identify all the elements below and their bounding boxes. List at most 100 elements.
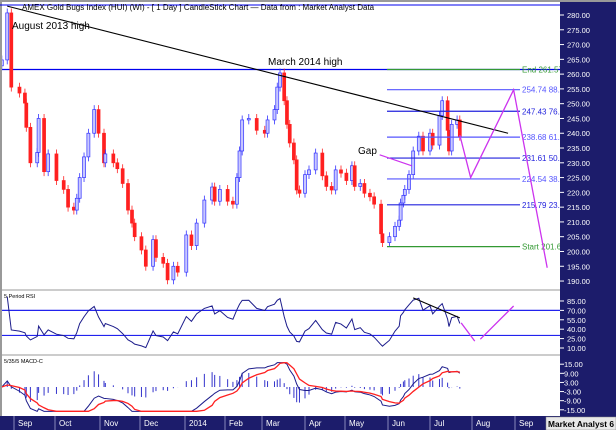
candle	[202, 195, 207, 228]
candle-body	[297, 189, 302, 194]
candle	[42, 114, 46, 177]
candle	[115, 158, 120, 174]
candle-body	[421, 135, 425, 152]
candle	[421, 131, 425, 156]
candle	[61, 176, 66, 194]
candle	[36, 114, 41, 157]
price-tick-label: 265.00	[567, 55, 590, 64]
candle	[66, 184, 70, 212]
annotation-gap: Gap	[358, 146, 377, 157]
candle	[5, 8, 10, 65]
candle-body	[240, 119, 245, 152]
fib-label: 238.68 61.8%	[522, 133, 571, 142]
price-tick-label: 195.00	[567, 262, 590, 271]
candle-body	[235, 177, 239, 205]
candle	[82, 152, 86, 183]
candle	[9, 8, 14, 92]
fib-label: End 261.57	[522, 65, 563, 74]
candle	[171, 261, 176, 285]
rsi-panel	[0, 296, 560, 349]
candle-body	[358, 183, 363, 187]
candle-body	[287, 124, 292, 144]
rsi-tick-label: 25.00	[567, 335, 586, 344]
candle-body	[165, 262, 170, 281]
candle	[437, 111, 442, 150]
candle-body	[307, 169, 311, 175]
candle-body	[265, 119, 270, 134]
candle-body	[344, 172, 349, 181]
candle	[126, 179, 130, 215]
candle	[362, 179, 367, 198]
time-tick-label: Dec	[144, 419, 158, 428]
candle	[339, 165, 343, 178]
price-tick-label: 270.00	[567, 41, 590, 50]
price-tick-label: 260.00	[567, 70, 590, 79]
price-tick-label: 240.00	[567, 129, 590, 138]
candle	[416, 131, 421, 156]
candle-body	[430, 132, 435, 146]
price-tick-label: 280.00	[567, 11, 590, 20]
candle-body	[130, 209, 134, 224]
time-axis[interactable]	[0, 416, 616, 430]
candle-body	[132, 222, 137, 238]
candle-body	[324, 175, 329, 187]
rsi-projection	[460, 322, 476, 342]
candle	[240, 115, 245, 156]
time-tick-label: Apr	[309, 419, 322, 428]
fib-label: 224.54 38.2%	[522, 175, 571, 184]
candle-body	[329, 186, 334, 191]
price-tick-label: 200.00	[567, 247, 590, 256]
rsi-trendline	[412, 297, 461, 319]
price-tick-label: 220.00	[567, 188, 590, 197]
price-tick-label: 245.00	[567, 114, 590, 123]
candle	[368, 188, 372, 202]
candle	[393, 221, 397, 242]
price-axis[interactable]	[560, 0, 616, 416]
candle-body	[372, 196, 376, 205]
price-tick-label: 250.00	[567, 100, 590, 109]
candle	[103, 149, 108, 168]
time-tick-label: Jul	[434, 419, 444, 428]
candle-body	[285, 100, 289, 125]
candle	[54, 149, 59, 185]
candle-body	[184, 234, 189, 273]
candle-body	[275, 86, 280, 110]
candle	[151, 235, 155, 271]
candle-body	[120, 168, 125, 184]
candle	[120, 164, 125, 188]
candle-body	[402, 189, 407, 196]
candle	[344, 168, 349, 185]
brand-box	[545, 416, 616, 430]
candle-body	[246, 118, 251, 121]
candle-body	[225, 189, 230, 202]
projection-path	[459, 87, 548, 268]
candle	[282, 68, 287, 106]
macd-tick-label: -3.00	[564, 388, 581, 397]
candle-body	[437, 115, 442, 146]
candle	[130, 205, 134, 228]
candle	[387, 232, 392, 248]
macd-tick-label: -9.00	[564, 397, 581, 406]
candle	[307, 165, 311, 180]
candle-body	[46, 153, 51, 173]
candle	[92, 105, 97, 138]
candle-body	[440, 100, 445, 116]
macd-panel	[1, 362, 461, 412]
candle-body	[139, 236, 144, 251]
candle	[46, 149, 51, 177]
candle-body	[36, 118, 41, 153]
candle	[184, 230, 189, 277]
candle-body	[398, 202, 403, 221]
candle-body	[380, 233, 385, 243]
candle-body	[278, 72, 282, 88]
time-tick-label: Mar	[266, 419, 280, 428]
candle-body	[111, 153, 116, 164]
candle	[165, 258, 170, 285]
candle	[231, 196, 235, 209]
candle-body	[368, 192, 372, 198]
candle-body	[254, 118, 259, 131]
annotation-aug-high: August 2013 high	[12, 21, 90, 32]
price-tick-label: 275.00	[567, 26, 590, 35]
price-tick-label: 210.00	[567, 218, 590, 227]
candle	[189, 230, 194, 251]
